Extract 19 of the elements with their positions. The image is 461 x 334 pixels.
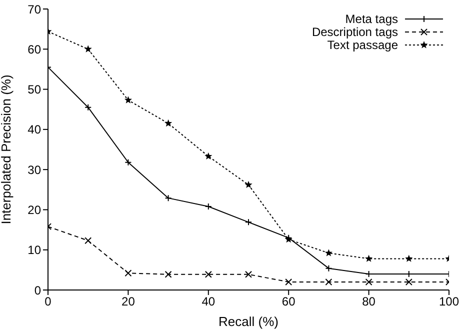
x-tick-label: 40 (202, 294, 216, 309)
y-tick-label: 50 (28, 82, 42, 97)
y-tick-label: 20 (28, 202, 42, 217)
y-tick-label: 10 (28, 243, 42, 258)
x-axis-title: Recall (%) (218, 314, 278, 329)
legend-label: Description tags (312, 24, 398, 38)
legend-label: Meta tags (345, 12, 398, 26)
y-tick-label: 70 (28, 2, 42, 16)
x-tick-label: 20 (122, 294, 136, 309)
y-tick-label: 60 (28, 42, 42, 56)
y-tick-label: 0 (34, 283, 42, 298)
legend-label: Text passage (327, 38, 398, 52)
y-tick-label: 30 (28, 162, 42, 177)
y-axis-title: Interpolated Precision (%) (0, 74, 14, 224)
x-tick-label: 100 (438, 294, 460, 309)
y-tick-label: 40 (28, 122, 42, 137)
x-tick-label: 80 (362, 294, 376, 309)
x-tick-label: 60 (282, 294, 296, 309)
x-tick-label: 0 (44, 294, 52, 309)
